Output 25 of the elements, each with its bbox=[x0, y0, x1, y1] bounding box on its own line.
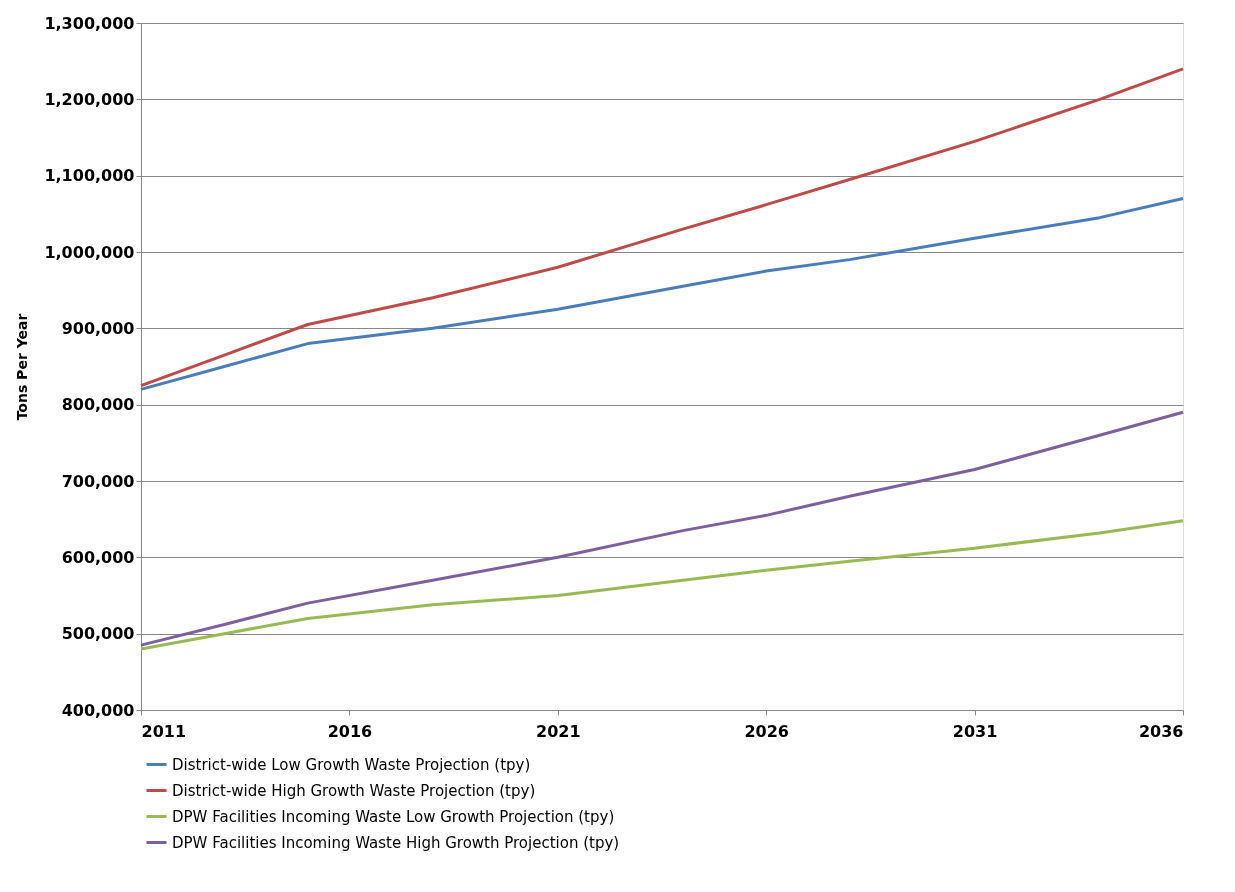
x-tick-label: 2016 bbox=[327, 721, 373, 741]
legend-label: DPW Facilities Incoming Waste Low Growth Projection (tpy) bbox=[172, 807, 615, 826]
x-tick-label: 2036 bbox=[1138, 721, 1184, 741]
y-tick-label: 1,000,000 bbox=[44, 242, 135, 262]
line-series bbox=[139, 410, 1185, 647]
x-tick-label: 2021 bbox=[536, 721, 581, 741]
line-series bbox=[139, 197, 1185, 391]
legend-label: DPW Facilities Incoming Waste High Growth Projection (tpy) bbox=[172, 833, 620, 852]
y-tick-label: 800,000 bbox=[61, 395, 135, 415]
y-tick-label: 1,200,000 bbox=[44, 89, 135, 109]
y-tick-label: 1,100,000 bbox=[44, 166, 135, 186]
y-tick-label: 1,300,000 bbox=[44, 13, 135, 33]
y-tick-label: 400,000 bbox=[61, 700, 135, 720]
y-tick-label: 700,000 bbox=[61, 471, 135, 491]
x-tick-label: 2031 bbox=[952, 721, 998, 741]
x-tick-label: 2026 bbox=[744, 721, 789, 741]
line-series bbox=[139, 67, 1185, 388]
y-tick-label: 900,000 bbox=[61, 318, 135, 338]
y-axis-title: Tons Per Year bbox=[14, 313, 31, 421]
legend-label: District-wide Low Growth Waste Projection (tpy) bbox=[172, 755, 531, 774]
line-series bbox=[139, 519, 1185, 651]
y-tick-label: 600,000 bbox=[61, 547, 135, 567]
legend-label: District-wide High Growth Waste Projection (tpy) bbox=[172, 781, 536, 800]
y-tick-label: 500,000 bbox=[61, 624, 135, 644]
x-tick-label: 2011 bbox=[141, 721, 187, 741]
